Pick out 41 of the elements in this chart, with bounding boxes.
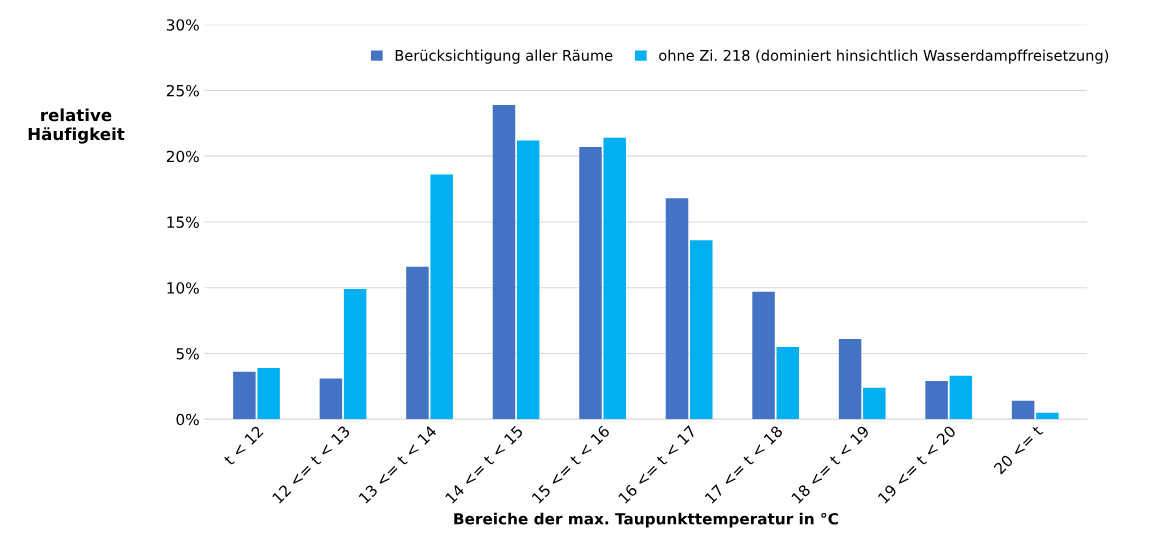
legend-label: Berücksichtigung aller Räume bbox=[395, 49, 613, 64]
bar bbox=[925, 381, 948, 420]
bar bbox=[492, 104, 516, 420]
x-tick-label: 16 <= t < 17 bbox=[617, 425, 697, 504]
bar bbox=[838, 338, 862, 420]
bar bbox=[863, 387, 886, 420]
y-tick-label: 30% bbox=[166, 19, 199, 31]
bar bbox=[430, 174, 453, 420]
bar bbox=[603, 137, 626, 420]
bar bbox=[406, 266, 429, 420]
x-tick-label: 18 <= t < 19 bbox=[790, 425, 870, 504]
bar bbox=[343, 289, 367, 420]
bar bbox=[257, 367, 280, 420]
y-tick-label: 0% bbox=[176, 413, 199, 426]
x-axis-title: Bereiche der max. Taupunkttemperatur in °C bbox=[454, 512, 838, 528]
bar bbox=[665, 198, 689, 420]
y-tick-label: 5% bbox=[176, 347, 199, 360]
bar bbox=[690, 240, 713, 420]
x-tick-label: 13 <= t < 14 bbox=[358, 424, 438, 504]
bar bbox=[233, 371, 256, 420]
x-tick-label: 20 <= t bbox=[993, 424, 1044, 475]
x-tick-label: 12 <= t < 13 bbox=[271, 425, 351, 504]
y-axis-title: relative Häufigkeit bbox=[28, 108, 125, 144]
bar bbox=[579, 146, 602, 420]
x-tick-label: 19 <= t < 20 bbox=[877, 424, 957, 504]
y-tick-label: 20% bbox=[166, 150, 199, 163]
bar bbox=[1036, 412, 1059, 420]
bar bbox=[776, 346, 800, 420]
bar bbox=[319, 378, 343, 420]
y-tick-label: 25% bbox=[166, 84, 199, 97]
bar bbox=[949, 375, 973, 420]
legend-label: ohne Zi. 218 (dominiert hinsichtlich Wasserdampffreisetzung) bbox=[659, 49, 1109, 64]
x-tick-label: 17 <= t < 18 bbox=[704, 425, 784, 504]
y-tick-label: 15% bbox=[167, 216, 199, 228]
x-tick-label: 14 <= t < 15 bbox=[444, 425, 524, 504]
bar bbox=[752, 291, 775, 420]
x-tick-label: t < 12 bbox=[223, 425, 264, 466]
bar bbox=[1011, 400, 1035, 420]
x-tick-label: 15 <= t < 16 bbox=[531, 424, 611, 504]
y-tick-label: 10% bbox=[167, 282, 199, 294]
bar bbox=[516, 140, 540, 420]
